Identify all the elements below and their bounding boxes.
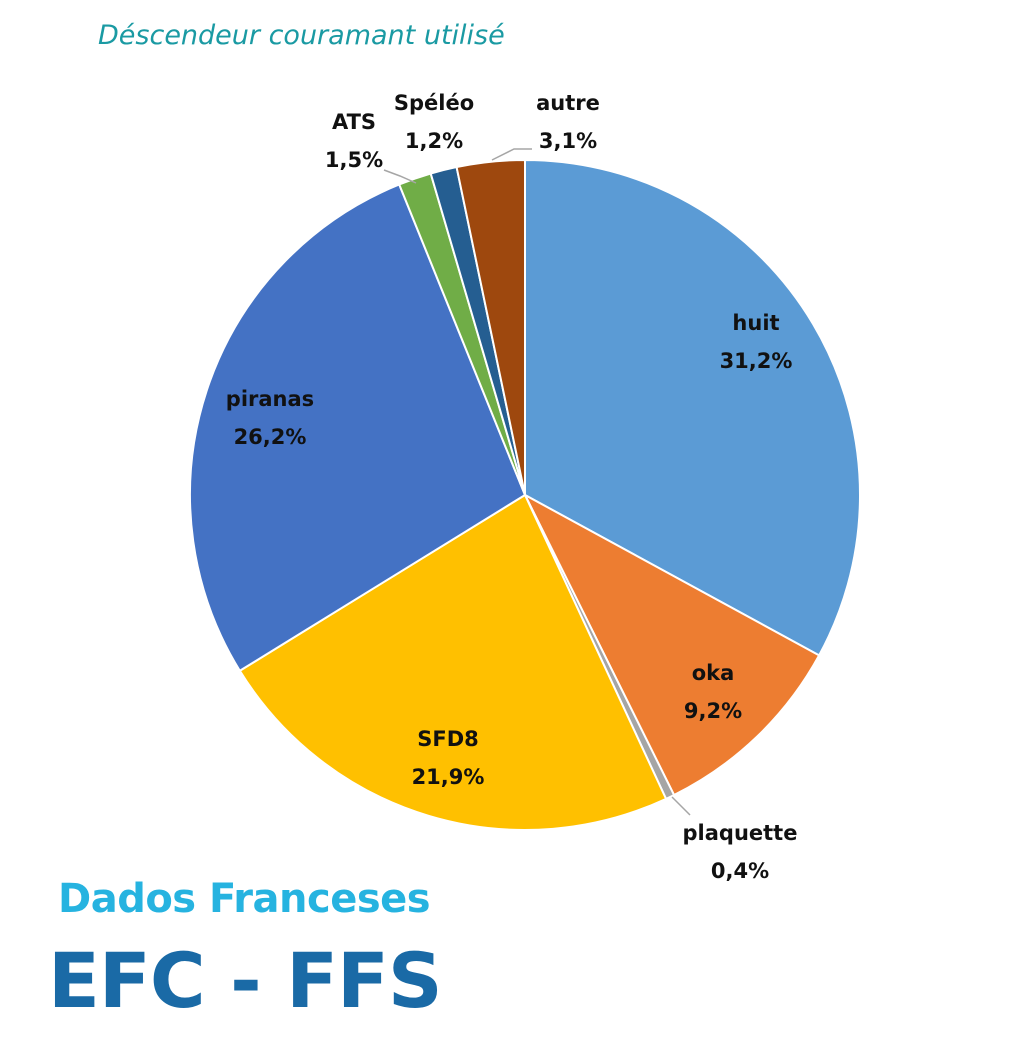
slice-category: autre (536, 91, 600, 115)
slice-percent: 3,1% (539, 129, 597, 153)
slice-percent: 31,2% (720, 349, 793, 373)
slice-category: SFD8 (417, 727, 479, 751)
pie-slice-piranas (189, 183, 527, 673)
slice-percent: 0,4% (711, 859, 769, 883)
slice-percent: 1,5% (325, 148, 383, 172)
slice-category: plaquette (683, 821, 798, 845)
slice-category: piranas (226, 387, 314, 411)
leader-line-ats (383, 169, 417, 184)
slice-label-spéléo: Spéléo 1,2% (394, 91, 474, 153)
slice-label-plaquette: plaquette 0,4% (683, 821, 798, 883)
pie-slice-huit (524, 158, 861, 657)
leader-line-plaquette (671, 796, 691, 816)
slice-label-oka: oka 9,2% (684, 661, 742, 723)
slice-category: oka (692, 661, 735, 685)
slice-percent: 21,9% (412, 765, 485, 789)
slice-label-huit: huit 31,2% (720, 311, 793, 373)
slice-label-piranas: piranas 26,2% (226, 387, 314, 449)
slice-label-ats: ATS 1,5% (325, 110, 383, 172)
pie-slice-sfd8 (238, 493, 668, 831)
slice-label-sfd8: SFD8 21,9% (412, 727, 485, 789)
footer-title: EFC - FFS (48, 936, 443, 1025)
slice-category: ATS (332, 110, 376, 134)
slice-label-autre: autre 3,1% (536, 91, 600, 153)
slice-percent: 9,2% (684, 699, 742, 723)
slice-category: Spéléo (394, 91, 474, 115)
slice-percent: 26,2% (234, 425, 307, 449)
slice-percent: 1,2% (405, 129, 463, 153)
chart-title: Déscendeur couramant utilisé (98, 20, 505, 51)
footer-subtitle: Dados Franceses (58, 876, 431, 922)
pie-slice-oka (522, 492, 821, 797)
leader-line-autre (491, 148, 532, 161)
pie-slice-autre (455, 158, 526, 496)
slice-category: huit (732, 311, 779, 335)
